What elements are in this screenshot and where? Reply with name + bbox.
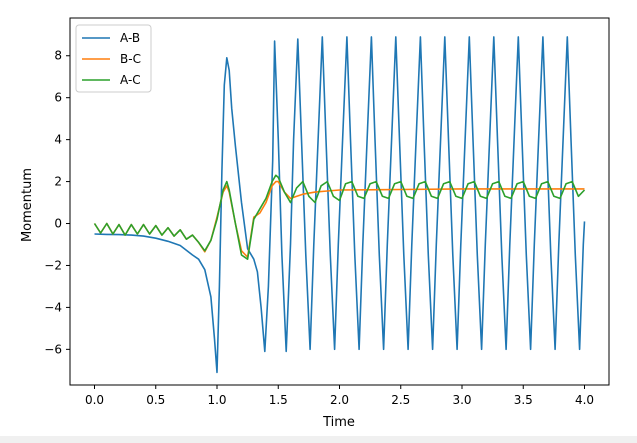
y-tick-label: 8 bbox=[54, 49, 62, 63]
series-line-a-b bbox=[94, 36, 586, 374]
x-axis-label: Time bbox=[322, 415, 355, 430]
y-tick-label: 0 bbox=[54, 217, 62, 231]
x-tick-label: 2.5 bbox=[391, 393, 410, 407]
ticks: 0.0 0.5 1.0 1.5 2.0 2.5 3.0 3.5 4.0 −6 −4 −2 0 2 4 6 8 bbox=[44, 49, 594, 407]
x-tick-label: 0.5 bbox=[146, 393, 165, 407]
y-tick-label: −2 bbox=[44, 258, 62, 272]
x-tick-label: 2.0 bbox=[330, 393, 349, 407]
series-layer bbox=[93, 36, 586, 374]
y-tick-label: −6 bbox=[44, 342, 62, 356]
x-tick-label: 1.5 bbox=[269, 393, 288, 407]
window-bottom-strip bbox=[0, 436, 637, 443]
x-tick-label: 1.0 bbox=[207, 393, 226, 407]
x-tick-label: 4.0 bbox=[575, 393, 594, 407]
legend-label-a-c: A-C bbox=[120, 73, 141, 87]
y-tick-label: 4 bbox=[54, 133, 62, 147]
x-tick-label: 3.5 bbox=[514, 393, 533, 407]
y-tick-label: 6 bbox=[54, 91, 62, 105]
series-line-a-c bbox=[93, 174, 586, 261]
legend-label-b-c: B-C bbox=[120, 52, 141, 66]
legend-box bbox=[75, 24, 152, 93]
y-tick-label: 2 bbox=[54, 175, 62, 189]
x-tick-label: 0.0 bbox=[85, 393, 104, 407]
y-axis-label: Momentum bbox=[20, 168, 35, 242]
x-tick-label: 3.0 bbox=[452, 393, 471, 407]
legend: A-B B-C A-C bbox=[75, 24, 152, 93]
plot-area bbox=[93, 36, 586, 374]
y-tick-label: −4 bbox=[44, 300, 62, 314]
legend-label-a-b: A-B bbox=[120, 31, 140, 45]
